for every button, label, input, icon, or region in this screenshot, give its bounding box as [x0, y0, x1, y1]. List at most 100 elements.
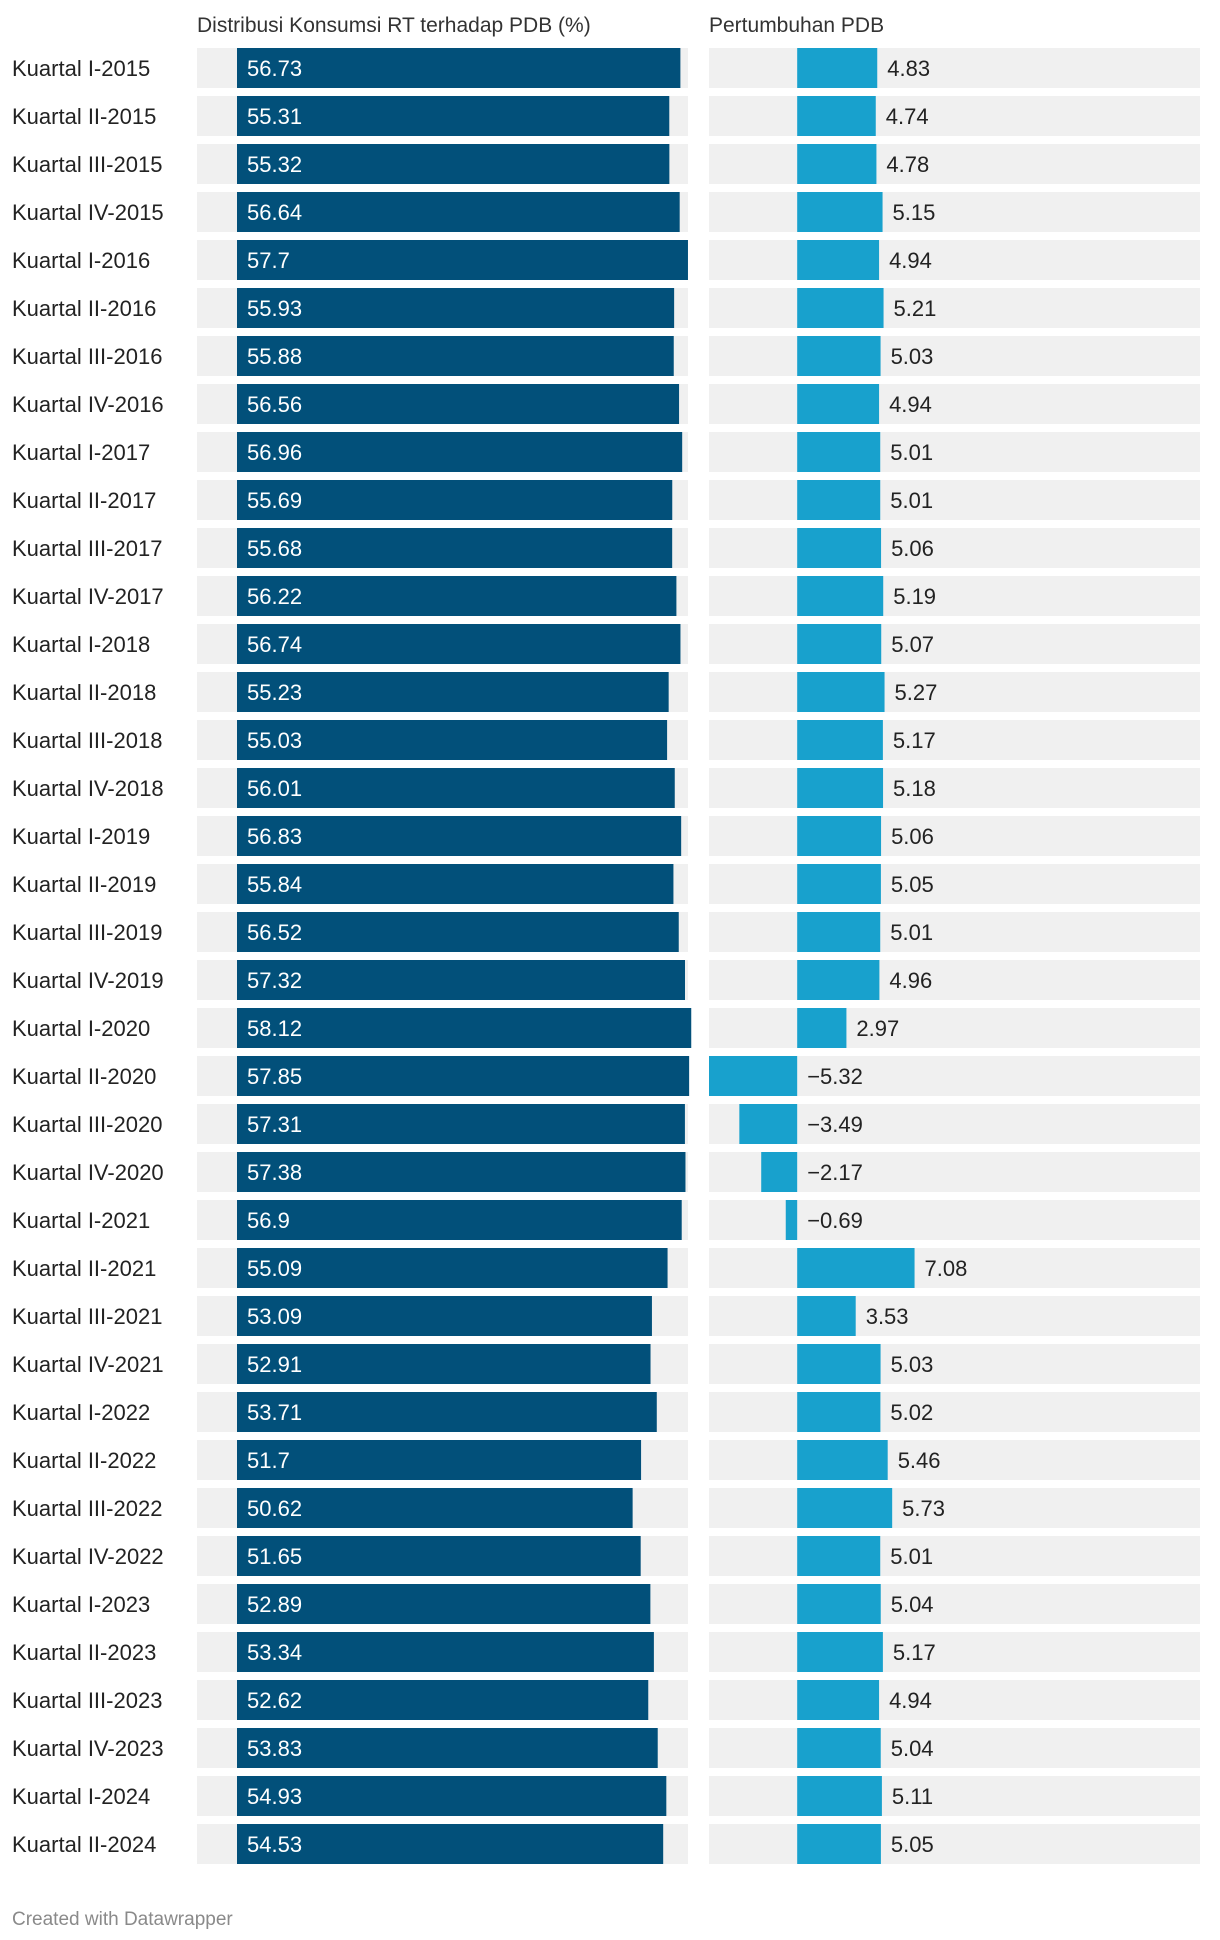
growth-track [709, 720, 1200, 760]
growth-track [709, 1440, 1200, 1480]
consumption-bar [237, 1392, 657, 1432]
growth-value-label: 7.08 [925, 1256, 968, 1281]
consumption-value-label: 53.34 [247, 1640, 302, 1665]
growth-column-title: Pertumbuhan PDB [709, 14, 884, 37]
consumption-bar [237, 1440, 642, 1480]
consumption-value-label: 55.31 [247, 104, 302, 129]
growth-bar [797, 672, 885, 712]
growth-value-label: 5.04 [891, 1736, 934, 1761]
growth-value-label: 5.11 [892, 1784, 933, 1809]
consumption-value-label: 58.12 [247, 1016, 302, 1041]
consumption-bar [237, 672, 669, 712]
consumption-value-label: 56.64 [247, 200, 302, 225]
growth-value-label: 4.96 [889, 968, 932, 993]
consumption-bar [237, 192, 680, 232]
growth-value-label: 4.74 [886, 104, 929, 129]
growth-bar [797, 864, 881, 904]
consumption-value-label: 53.71 [247, 1400, 302, 1425]
growth-bar [797, 144, 877, 184]
row-label: Kuartal III-2015 [12, 152, 162, 177]
growth-value-label: 5.17 [893, 728, 936, 753]
consumption-value-label: 56.56 [247, 392, 302, 417]
row-label: Kuartal III-2017 [12, 536, 162, 561]
growth-bar [797, 384, 880, 424]
growth-track [709, 1680, 1200, 1720]
growth-bar [797, 240, 880, 280]
row-label: Kuartal III-2020 [12, 1112, 162, 1137]
consumption-bar [237, 912, 679, 952]
row-label: Kuartal I-2023 [12, 1592, 150, 1617]
row-label: Kuartal II-2017 [12, 488, 156, 513]
growth-track [709, 1536, 1200, 1576]
growth-value-label: −0.69 [807, 1208, 863, 1233]
growth-value-label: 5.73 [902, 1496, 945, 1521]
row-label: Kuartal III-2016 [12, 344, 162, 369]
consumption-value-label: 55.09 [247, 1256, 302, 1281]
growth-bar [797, 960, 880, 1000]
consumption-bar [237, 1488, 633, 1528]
row-label: Kuartal II-2018 [12, 680, 156, 705]
growth-bar [797, 1728, 881, 1768]
growth-track [709, 960, 1200, 1000]
row-label: Kuartal I-2015 [12, 56, 150, 81]
growth-value-label: 2.97 [856, 1016, 899, 1041]
growth-bar [797, 816, 882, 856]
growth-track [709, 1632, 1200, 1672]
growth-bar [797, 1824, 881, 1864]
growth-track [709, 1728, 1200, 1768]
growth-track [709, 1824, 1200, 1864]
consumption-bar [237, 1344, 651, 1384]
consumption-bar [237, 1632, 654, 1672]
growth-bar [797, 1536, 881, 1576]
growth-bar [761, 1152, 798, 1192]
consumption-value-label: 56.73 [247, 56, 302, 81]
growth-bar [797, 1248, 915, 1288]
growth-bar [797, 288, 884, 328]
growth-value-label: 4.78 [886, 152, 929, 177]
growth-track [709, 144, 1200, 184]
growth-track [709, 288, 1200, 328]
credit-text: Created with Datawrapper [12, 1909, 233, 1930]
growth-bar [797, 96, 876, 136]
row-label: Kuartal IV-2017 [12, 584, 164, 609]
consumption-bar [237, 576, 677, 616]
consumption-bar [237, 960, 685, 1000]
growth-track [709, 768, 1200, 808]
consumption-bar [237, 1152, 686, 1192]
growth-bar [797, 480, 881, 520]
chart-rows: Kuartal I-2015 56.73 4.83 Kuartal II-2015 55… [12, 48, 1200, 1864]
growth-bar [797, 1632, 883, 1672]
growth-track [709, 240, 1200, 280]
consumption-bar [237, 1296, 652, 1336]
growth-value-label: 5.18 [893, 776, 936, 801]
consumption-value-label: 51.7 [247, 1448, 290, 1473]
consumption-bar [237, 1680, 649, 1720]
consumption-bar [237, 240, 688, 280]
row-label: Kuartal II-2020 [12, 1064, 156, 1089]
consumption-bar [237, 624, 681, 664]
consumption-value-label: 55.88 [247, 344, 302, 369]
growth-value-label: 5.05 [891, 1832, 934, 1857]
growth-bar [797, 768, 884, 808]
growth-bar [797, 1440, 888, 1480]
consumption-value-label: 55.68 [247, 536, 302, 561]
consumption-bar [237, 48, 681, 88]
row-label: Kuartal IV-2021 [12, 1352, 164, 1377]
row-label: Kuartal III-2018 [12, 728, 162, 753]
row-label: Kuartal IV-2019 [12, 968, 164, 993]
consumption-bar [237, 1248, 668, 1288]
row-label: Kuartal II-2016 [12, 296, 156, 321]
growth-bar [709, 1056, 798, 1096]
consumption-value-label: 56.9 [247, 1208, 290, 1233]
consumption-bar [237, 1584, 651, 1624]
growth-value-label: 5.06 [891, 536, 934, 561]
growth-value-label: 5.01 [890, 440, 933, 465]
growth-value-label: 5.01 [890, 920, 933, 945]
consumption-value-label: 55.69 [247, 488, 302, 513]
growth-value-label: 4.94 [889, 248, 932, 273]
row-label: Kuartal II-2022 [12, 1448, 156, 1473]
row-label: Kuartal III-2022 [12, 1496, 162, 1521]
row-label: Kuartal IV-2020 [12, 1160, 164, 1185]
growth-value-label: 5.05 [891, 872, 934, 897]
